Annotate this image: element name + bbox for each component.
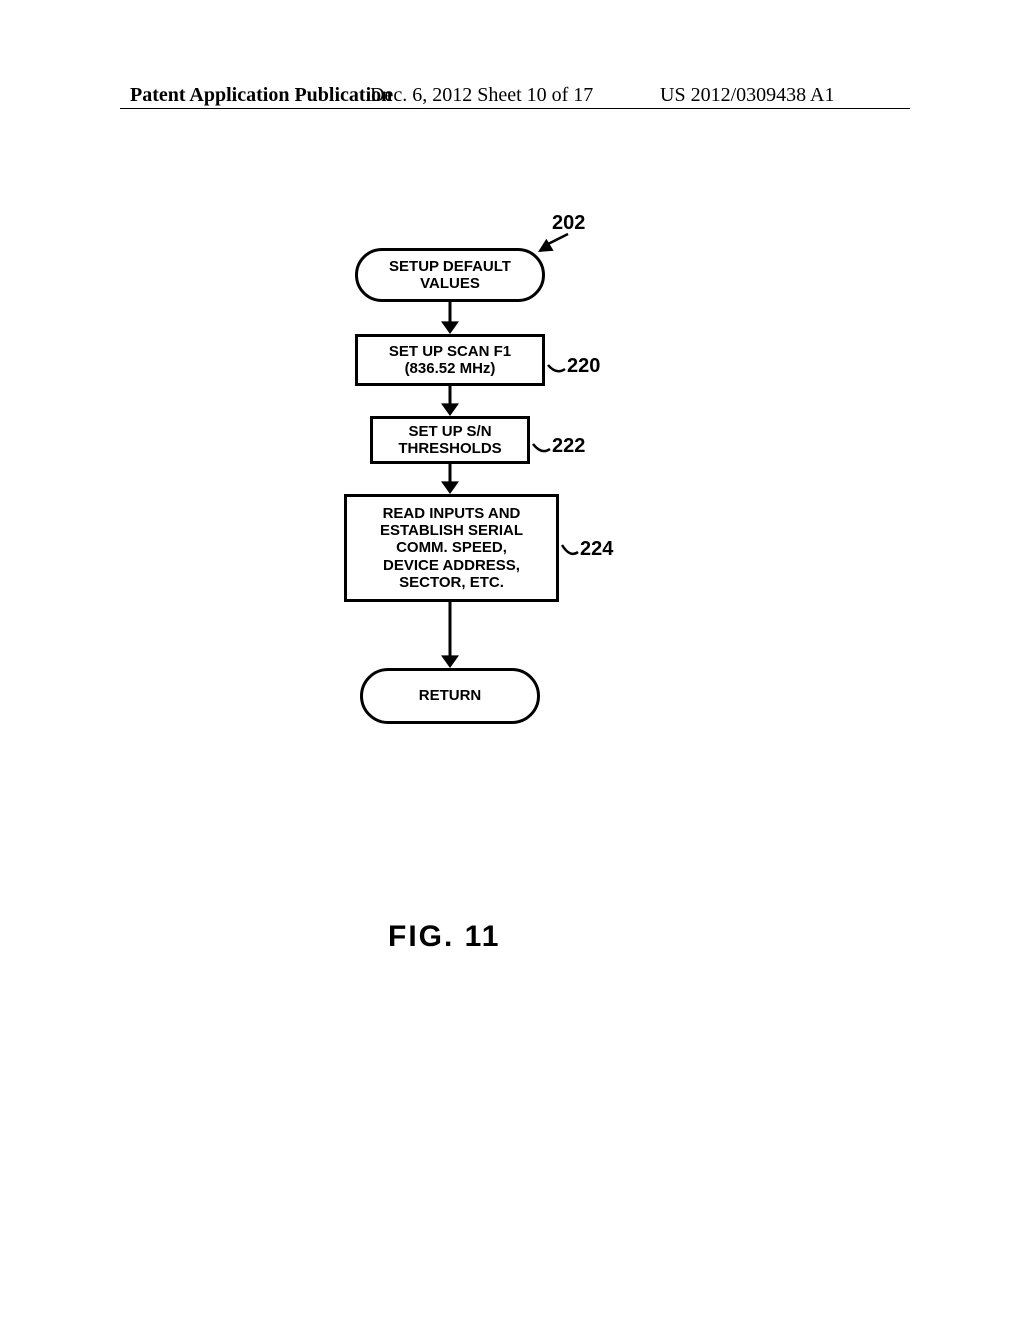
ref-label-224: 224 [580,538,613,561]
flow-node-p222: SET UP S/NTHRESHOLDS [370,416,530,464]
figure-caption: FIG. 11 [388,920,500,954]
flowchart-arrows-layer [0,0,1024,1320]
ref-label-202: 202 [552,212,585,235]
flow-node-return: RETURN [360,668,540,724]
ref-label-220: 220 [567,355,600,378]
flow-node-start: SETUP DEFAULTVALUES [355,248,545,302]
flow-node-p220: SET UP SCAN F1(836.52 MHz) [355,334,545,386]
flow-node-p224: READ INPUTS ANDESTABLISH SERIALCOMM. SPE… [344,494,559,602]
ref-label-222: 222 [552,435,585,458]
